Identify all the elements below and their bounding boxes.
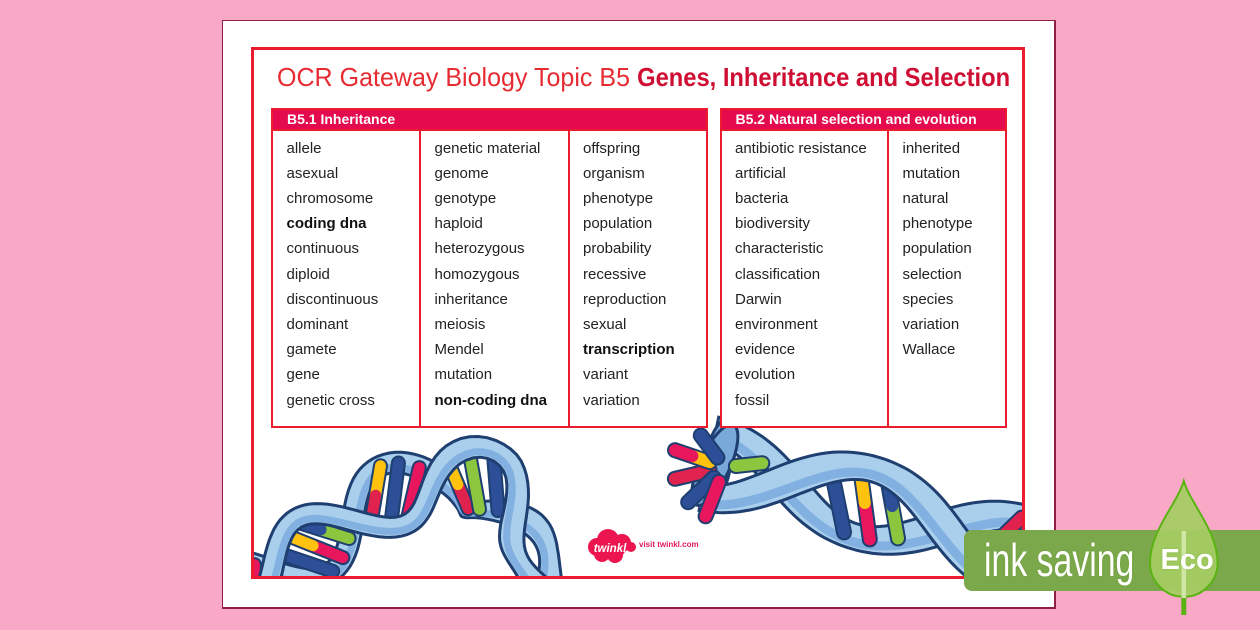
svg-text:twinkl: twinkl bbox=[594, 543, 627, 555]
